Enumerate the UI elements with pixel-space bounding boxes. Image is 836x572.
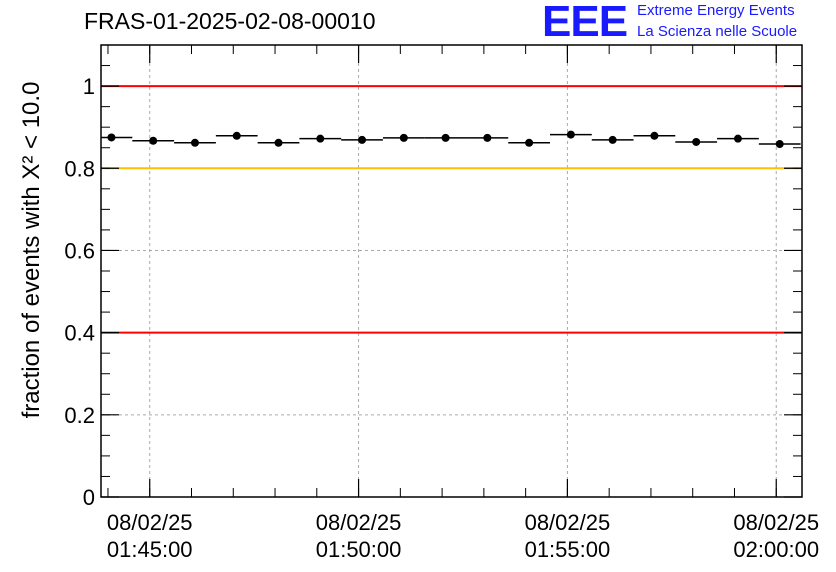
data-point [316, 134, 325, 143]
data-point [190, 138, 199, 147]
data-point [441, 133, 450, 142]
logo-subtitle-line2: La Scienza nelle Scuole [637, 23, 798, 40]
data-point [274, 138, 283, 147]
y-tick-label: 1 [83, 74, 95, 99]
x-tick-time-label: 02:00:00 [733, 537, 819, 562]
data-point [733, 134, 742, 143]
x-tick-time-label: 01:45:00 [107, 537, 193, 562]
data-point [358, 135, 367, 144]
chart-title: FRAS-01-2025-02-08-00010 [84, 8, 376, 34]
plot-frame [100, 44, 803, 498]
data-point [107, 133, 116, 142]
data-point [149, 136, 158, 145]
y-tick-label: 0.4 [64, 321, 95, 346]
data-point [525, 138, 534, 147]
logo-subtitle-line1: Extreme Energy Events [637, 2, 795, 19]
data-point [399, 133, 408, 142]
data-point [566, 130, 575, 139]
eee-logo-mark: EEE [542, 0, 628, 46]
grid-layer [101, 45, 802, 497]
x-tick-date-label: 08/02/25 [107, 510, 193, 535]
eee-logo: EEE Extreme Energy Events La Scienza nel… [542, 0, 834, 48]
x-tick-date-label: 08/02/25 [525, 510, 611, 535]
axes-layer: 00.20.40.60.8108/02/2501:45:0008/02/2501… [64, 44, 819, 562]
y-tick-label: 0 [83, 485, 95, 510]
x-tick-date-label: 08/02/25 [733, 510, 819, 535]
reference-lines-layer [101, 85, 802, 334]
y-tick-label: 0.8 [64, 156, 95, 181]
data-point [608, 135, 617, 144]
data-point [650, 131, 659, 140]
data-points-layer [101, 130, 801, 149]
data-point [692, 137, 701, 146]
data-point [483, 133, 492, 142]
x-tick-date-label: 08/02/25 [316, 510, 402, 535]
y-tick-label: 0.6 [64, 238, 95, 263]
data-point [232, 131, 241, 140]
x-tick-time-label: 01:55:00 [525, 537, 611, 562]
x-tick-time-label: 01:50:00 [316, 537, 402, 562]
data-point [775, 140, 784, 149]
y-tick-label: 0.2 [64, 403, 95, 428]
